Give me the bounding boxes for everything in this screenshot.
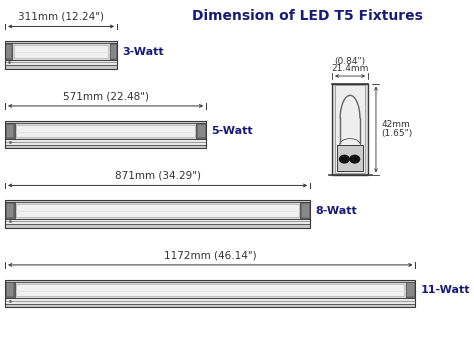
Bar [301, 202, 310, 219]
Bar [5, 60, 117, 66]
Bar [198, 125, 205, 137]
Bar [5, 66, 117, 69]
Bar [16, 125, 195, 137]
Bar [5, 43, 12, 60]
Text: (1.65"): (1.65") [381, 129, 412, 138]
Bar [406, 282, 416, 298]
Text: (0.84"): (0.84") [335, 57, 365, 66]
Bar [5, 202, 310, 219]
Bar [5, 120, 206, 149]
Bar [111, 45, 116, 58]
Text: 11-Watt: 11-Watt [421, 285, 470, 295]
Circle shape [350, 155, 360, 163]
Bar [5, 304, 416, 307]
Bar [5, 43, 117, 60]
Text: 8-Watt: 8-Watt [315, 206, 357, 216]
Bar [196, 123, 206, 139]
Text: 871mm (34.29"): 871mm (34.29") [115, 171, 201, 181]
Bar [5, 202, 15, 219]
Bar [335, 85, 365, 174]
Bar [5, 219, 310, 225]
Bar [14, 45, 109, 58]
Bar [5, 123, 15, 139]
Bar [7, 125, 13, 137]
Bar [302, 204, 309, 217]
Bar [407, 283, 414, 296]
Bar [5, 225, 310, 228]
Bar [5, 298, 416, 304]
Bar [5, 200, 310, 202]
Bar [5, 282, 15, 298]
Text: 21.4mm: 21.4mm [331, 64, 369, 73]
Text: 42mm: 42mm [381, 120, 410, 129]
Bar [5, 139, 206, 145]
Bar [109, 43, 117, 60]
Bar [6, 45, 11, 58]
Text: Dimension of LED T5 Fixtures: Dimension of LED T5 Fixtures [192, 9, 423, 23]
Bar [337, 145, 363, 171]
Bar [16, 283, 404, 296]
Bar [5, 280, 416, 307]
Circle shape [339, 155, 349, 163]
Bar [5, 120, 206, 123]
Bar [5, 41, 117, 43]
Text: 5-Watt: 5-Watt [211, 126, 253, 136]
Bar [7, 204, 13, 217]
Bar [5, 282, 416, 298]
Text: 311mm (12.24"): 311mm (12.24") [18, 12, 104, 22]
Bar [5, 280, 416, 282]
Bar [5, 200, 310, 228]
Bar [5, 123, 206, 139]
Text: 571mm (22.48"): 571mm (22.48") [63, 92, 148, 101]
Text: 3-Watt: 3-Watt [122, 47, 164, 57]
Text: 1172mm (46.14"): 1172mm (46.14") [164, 251, 256, 260]
Bar [332, 84, 368, 175]
Bar [5, 145, 206, 149]
Bar [5, 41, 117, 69]
Bar [16, 204, 299, 217]
Bar [7, 283, 13, 296]
